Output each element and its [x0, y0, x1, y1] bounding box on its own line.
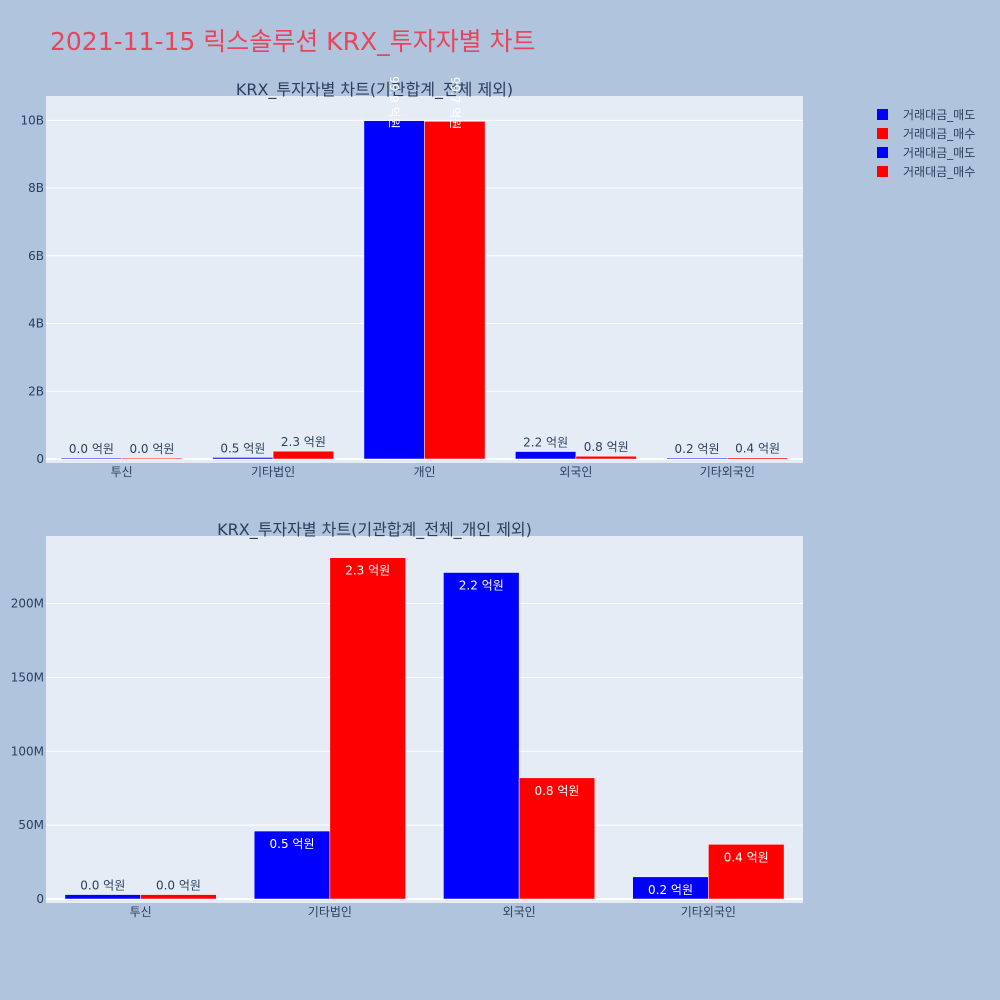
data-label: 2.2 억원	[459, 579, 504, 593]
legend-swatch[interactable]	[877, 147, 888, 158]
bar[interactable]	[60, 457, 122, 460]
y-tick-label: 0	[36, 452, 44, 466]
data-label: 2.3 억원	[281, 435, 326, 449]
data-label: 2.3 억원	[345, 564, 390, 578]
data-label: 0.5 억원	[270, 837, 315, 851]
chart-title: KRX_투자자별 차트(기관합계_전체 제외)	[236, 80, 513, 100]
x-tick-label: 개인	[413, 465, 435, 479]
y-tick-label: 0	[36, 892, 44, 906]
data-label: 0.4 억원	[735, 442, 780, 456]
y-tick-label: 150M	[11, 670, 44, 684]
bar[interactable]	[140, 894, 217, 900]
bar[interactable]	[253, 830, 331, 900]
x-tick-label: 외국인	[503, 905, 536, 919]
data-label: 0.2 억원	[675, 442, 720, 456]
data-label: 0.5 억원	[220, 441, 265, 455]
data-label: 0.0 억원	[129, 442, 174, 456]
data-label: 0.0 억원	[80, 879, 125, 893]
data-label: 0.2 억원	[648, 883, 693, 897]
legend-swatch[interactable]	[877, 166, 888, 177]
x-tick-label: 투신	[111, 465, 133, 479]
y-tick-label: 8B	[28, 181, 44, 195]
legend-swatch[interactable]	[877, 109, 888, 120]
x-tick-label: 기타법인	[308, 905, 352, 919]
x-tick-label: 기타법인	[251, 465, 295, 479]
bar[interactable]	[515, 451, 577, 460]
bar[interactable]	[121, 457, 183, 460]
x-tick-label: 기타외국인	[681, 905, 736, 919]
legend-label[interactable]: 거래대금_매도	[903, 146, 975, 160]
page-title: 2021-11-15 릭스솔루션 KRX_투자자별 차트	[50, 27, 536, 56]
y-tick-label: 100M	[11, 744, 44, 758]
bar[interactable]	[272, 450, 334, 460]
y-tick-label: 200M	[11, 597, 44, 611]
bar[interactable]	[443, 572, 520, 900]
bar[interactable]	[424, 121, 486, 460]
legend-label[interactable]: 거래대금_매수	[903, 165, 975, 179]
data-label: 99.7 억원	[448, 77, 462, 130]
x-tick-label: 기타외국인	[700, 465, 755, 479]
bar[interactable]	[212, 457, 274, 460]
data-label: 0.0 억원	[69, 442, 114, 456]
data-label: 2.2 억원	[523, 436, 568, 450]
y-tick-label: 6B	[28, 249, 44, 263]
x-tick-label: 투신	[130, 905, 152, 919]
legend-swatch[interactable]	[877, 128, 888, 139]
bar[interactable]	[363, 120, 425, 460]
data-label: 0.8 억원	[584, 440, 629, 454]
data-label: 0.8 억원	[534, 784, 579, 798]
bar[interactable]	[727, 457, 789, 460]
y-tick-label: 4B	[28, 317, 44, 331]
bar[interactable]	[666, 457, 728, 460]
data-label: 0.0 억원	[156, 879, 201, 893]
bar[interactable]	[64, 894, 141, 900]
y-tick-label: 2B	[28, 384, 44, 398]
x-tick-label: 외국인	[559, 465, 592, 479]
chart-title: KRX_투자자별 차트(기관합계_전체_개인 제외)	[217, 520, 532, 540]
legend-label[interactable]: 거래대금_매도	[903, 108, 975, 122]
y-tick-label: 10B	[20, 113, 44, 127]
chart-bottom: 0 50M 100M 150M 200M KRX_투자자별 차트(기관합계_전체_개인 제…	[11, 520, 803, 919]
bar[interactable]	[575, 455, 637, 460]
legend-label[interactable]: 거래대금_매수	[903, 127, 975, 141]
bar[interactable]	[329, 557, 406, 900]
chart-top: 0 2B 4B 6B 8B 10B KRX_투자자별 차트(기관합계_전체 제외) 투신 0.0…	[20, 76, 803, 479]
data-label: 99.9 억원	[387, 76, 401, 129]
plot-area	[46, 536, 803, 903]
y-tick-label: 50M	[18, 818, 44, 832]
data-label: 0.4 억원	[724, 850, 769, 864]
bar[interactable]	[518, 777, 596, 900]
bar[interactable]	[708, 844, 785, 900]
